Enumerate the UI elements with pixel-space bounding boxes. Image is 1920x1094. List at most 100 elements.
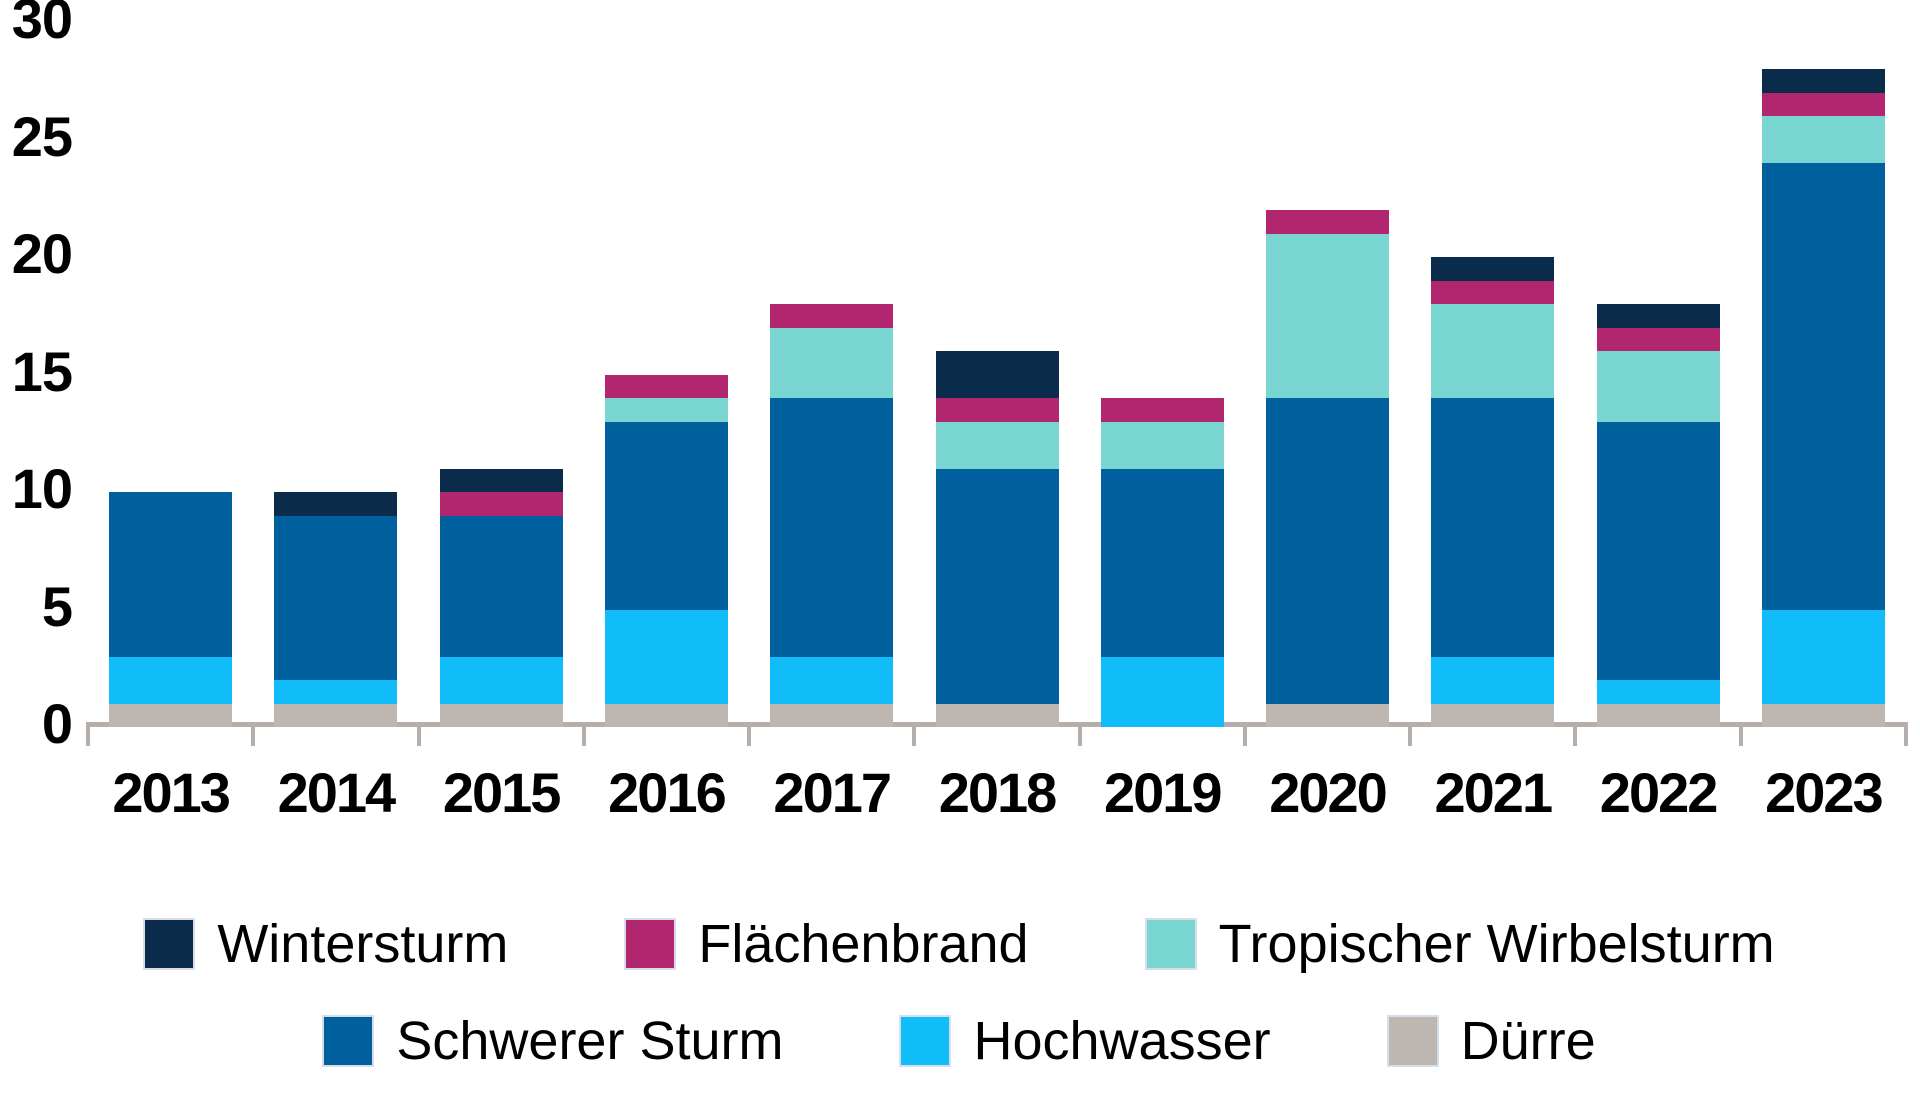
bar-segment-schwerer-sturm-2021 <box>1431 398 1555 657</box>
bar-segment-tropischer-wirbelsturm-2023 <box>1761 116 1885 163</box>
bar-segment-flaechenbrand-2021 <box>1431 280 1555 304</box>
bar-segment-wintersturm-2022 <box>1596 304 1720 328</box>
legend-row-2: Schwerer Sturm Hochwasser Dürre <box>0 1010 1920 1072</box>
y-tick-label-25: 25 <box>11 104 73 168</box>
bar-segment-duerre-2013 <box>109 703 233 727</box>
bar-segment-duerre-2018 <box>935 703 1059 727</box>
bar-segment-hochwasser-2021 <box>1431 656 1555 704</box>
x-tick-label-2020: 2020 <box>1269 761 1388 824</box>
x-axis-tick <box>1738 722 1743 746</box>
bar-segment-tropischer-wirbelsturm-2022 <box>1596 351 1720 422</box>
bar-segment-hochwasser-2013 <box>109 656 233 704</box>
bar-segment-flaechenbrand-2023 <box>1761 92 1885 116</box>
bar-2013 <box>109 492 233 727</box>
legend-color-chip-flaechenbrand <box>626 920 675 968</box>
bar-2023 <box>1761 69 1885 727</box>
bar-2021 <box>1431 257 1555 727</box>
x-tick-label-2019: 2019 <box>1103 761 1223 824</box>
bar-segment-hochwasser-2016 <box>604 609 728 704</box>
bar-segment-flaechenbrand-2017 <box>770 304 894 328</box>
bar-segment-schwerer-sturm-2013 <box>109 492 233 657</box>
bar-segment-wintersturm-2014 <box>274 492 398 516</box>
bar-segment-duerre-2021 <box>1431 703 1555 727</box>
x-tick-label-2014: 2014 <box>277 761 397 824</box>
x-axis-tick <box>1408 722 1413 746</box>
bar-segment-schwerer-sturm-2017 <box>770 398 894 657</box>
bar-segment-hochwasser-2022 <box>1596 680 1720 704</box>
bar-segment-flaechenbrand-2018 <box>935 398 1059 422</box>
bar-segment-flaechenbrand-2015 <box>439 492 563 516</box>
bar-segment-hochwasser-2017 <box>770 656 894 704</box>
bar-2022 <box>1596 304 1720 727</box>
bar-segment-tropischer-wirbelsturm-2017 <box>770 327 894 398</box>
legend-label-flaechenbrand: Flächenbrand <box>698 914 1029 974</box>
bar-segment-schwerer-sturm-2016 <box>604 421 728 610</box>
bar-segment-duerre-2015 <box>439 703 563 727</box>
bar-2016 <box>604 374 728 727</box>
y-tick-label-30: 30 <box>11 0 73 50</box>
bar-2018 <box>935 351 1059 727</box>
bar-segment-flaechenbrand-2022 <box>1596 327 1720 351</box>
x-tick-label-2013: 2013 <box>112 761 231 824</box>
y-tick-label-10: 10 <box>11 457 73 520</box>
bar-segment-wintersturm-2021 <box>1431 257 1555 281</box>
bar-segment-flaechenbrand-2020 <box>1266 210 1390 234</box>
legend-label-schwerer-sturm: Schwerer Sturm <box>396 1011 784 1071</box>
bar-segment-schwerer-sturm-2018 <box>935 468 1059 704</box>
x-tick-label-2021: 2021 <box>1434 761 1554 824</box>
x-axis-tick <box>1573 722 1578 746</box>
x-axis-tick <box>581 722 586 746</box>
y-tick-label-0: 0 <box>41 692 73 755</box>
x-axis-tick <box>1242 722 1247 746</box>
bar-segment-flaechenbrand-2016 <box>604 374 728 398</box>
legend-item-wintersturm: Wintersturm <box>145 913 508 975</box>
bar-segment-wintersturm-2023 <box>1761 69 1885 93</box>
legend-label-wintersturm: Wintersturm <box>217 914 509 974</box>
x-axis-tick <box>912 722 917 746</box>
y-tick-label-5: 5 <box>41 574 73 638</box>
bar-segment-flaechenbrand-2019 <box>1100 398 1224 422</box>
bar-segment-tropischer-wirbelsturm-2019 <box>1100 421 1224 469</box>
x-axis-tick <box>1904 722 1908 746</box>
legend-label-tropischer-wirbelsturm: Tropischer Wirbelsturm <box>1218 914 1775 974</box>
bar-segment-hochwasser-2014 <box>274 680 398 704</box>
bar-2014 <box>274 492 398 727</box>
bar-segment-wintersturm-2018 <box>935 351 1059 398</box>
bar-segment-duerre-2017 <box>770 703 894 727</box>
legend-item-tropischer-wirbelsturm: Tropischer Wirbelsturm <box>1146 913 1775 975</box>
bar-segment-duerre-2023 <box>1761 703 1885 727</box>
y-tick-label-15: 15 <box>11 339 73 403</box>
x-tick-label-2015: 2015 <box>442 761 562 824</box>
legend-item-schwerer-sturm: Schwerer Sturm <box>324 1010 783 1072</box>
bar-segment-tropischer-wirbelsturm-2021 <box>1431 304 1555 398</box>
bar-2020 <box>1266 210 1390 727</box>
legend-item-hochwasser: Hochwasser <box>901 1010 1271 1072</box>
legend-item-duerre: Dürre <box>1388 1010 1596 1072</box>
bar-segment-schwerer-sturm-2023 <box>1761 163 1885 610</box>
legend-row-1: Wintersturm Flächenbrand Tropischer Wirbel… <box>0 913 1920 975</box>
bar-segment-wintersturm-2015 <box>439 468 563 492</box>
x-axis-tick <box>1077 722 1082 746</box>
bar-segment-duerre-2022 <box>1596 703 1720 727</box>
legend-color-chip-hochwasser <box>901 1017 950 1065</box>
bar-segment-hochwasser-2019 <box>1100 656 1224 727</box>
bar-segment-schwerer-sturm-2014 <box>274 515 398 680</box>
bar-segment-schwerer-sturm-2015 <box>439 515 563 657</box>
bar-segment-schwerer-sturm-2020 <box>1266 398 1390 704</box>
x-axis-tick <box>747 722 752 746</box>
bar-segment-duerre-2020 <box>1266 703 1390 727</box>
bar-2017 <box>770 304 894 727</box>
bar-segment-tropischer-wirbelsturm-2020 <box>1266 233 1390 398</box>
x-axis-tick <box>416 722 421 746</box>
x-axis-tick <box>86 722 90 746</box>
legend-label-duerre: Dürre <box>1460 1011 1596 1071</box>
x-tick-label-2017: 2017 <box>773 761 892 824</box>
bar-segment-schwerer-sturm-2019 <box>1100 468 1224 657</box>
legend-label-hochwasser: Hochwasser <box>973 1011 1271 1071</box>
bar-2019 <box>1100 398 1224 727</box>
legend-color-chip-schwerer-sturm <box>324 1017 373 1065</box>
legend-item-flaechenbrand: Flächenbrand <box>626 913 1029 975</box>
x-tick-label-2022: 2022 <box>1599 761 1719 824</box>
bar-segment-hochwasser-2015 <box>439 656 563 704</box>
legend-color-chip-duerre <box>1388 1017 1437 1065</box>
